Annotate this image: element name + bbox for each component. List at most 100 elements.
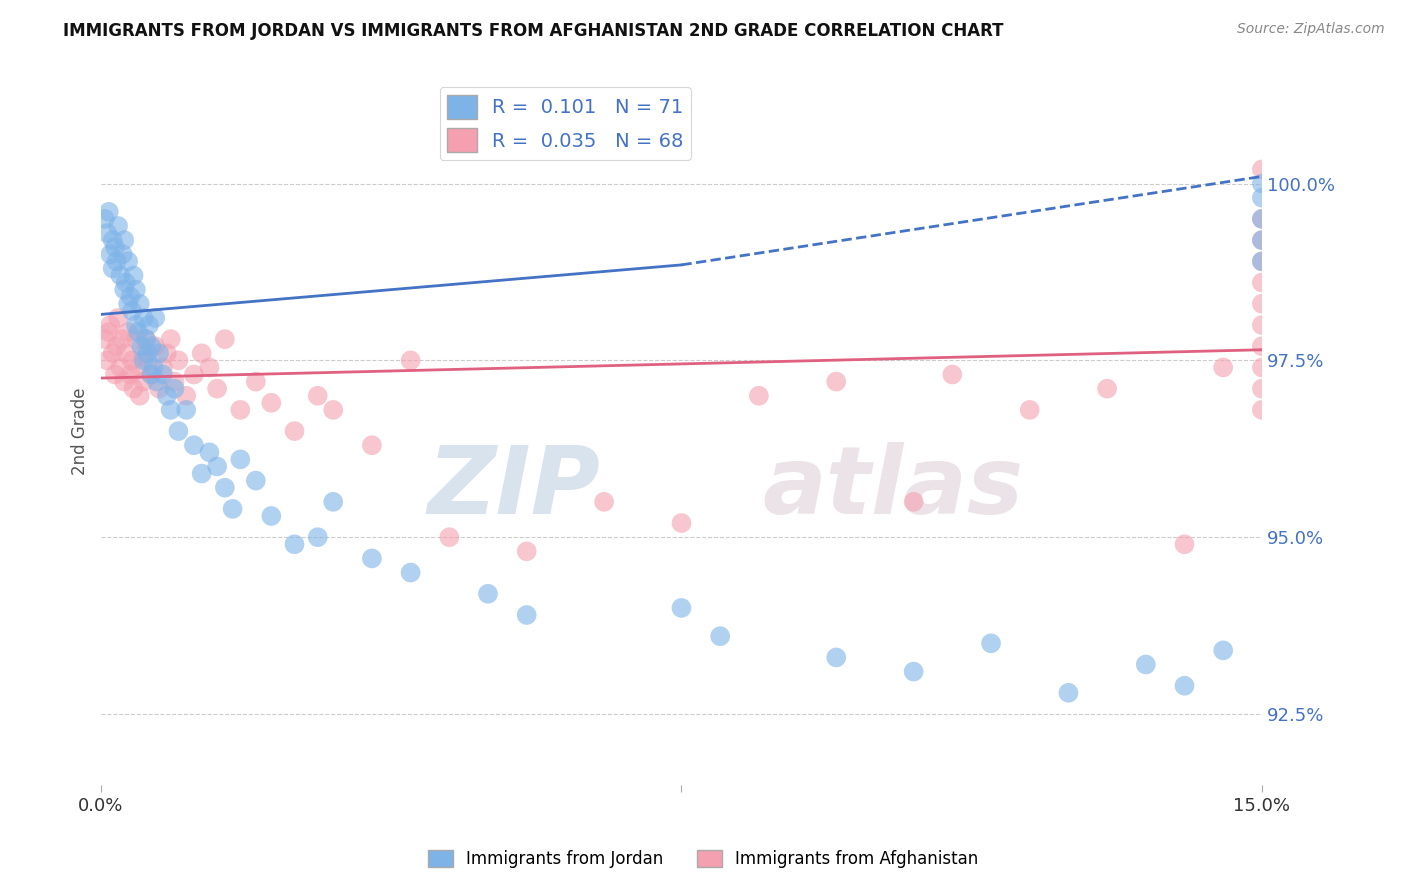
Point	[107, 310, 129, 325]
Point	[516, 544, 538, 558]
Point	[141, 339, 163, 353]
Point	[1251, 233, 1274, 247]
Point	[214, 332, 236, 346]
Point	[111, 332, 134, 346]
Point	[980, 636, 1002, 650]
Point	[111, 247, 134, 261]
Point	[1212, 360, 1234, 375]
Point	[145, 375, 167, 389]
Point	[229, 452, 252, 467]
Point	[117, 297, 139, 311]
Point	[1018, 403, 1040, 417]
Point	[1251, 339, 1274, 353]
Point	[125, 318, 148, 332]
Point	[190, 346, 212, 360]
Point	[132, 346, 155, 360]
Point	[98, 318, 121, 332]
Point	[122, 268, 145, 283]
Point	[307, 389, 329, 403]
Point	[245, 375, 267, 389]
Point	[117, 325, 139, 339]
Point	[322, 495, 344, 509]
Point	[132, 353, 155, 368]
Point	[1251, 254, 1274, 268]
Point	[1251, 191, 1274, 205]
Point	[104, 368, 127, 382]
Point	[167, 424, 190, 438]
Point	[1251, 162, 1274, 177]
Point	[142, 360, 165, 375]
Point	[1251, 297, 1274, 311]
Point	[114, 276, 136, 290]
Text: IMMIGRANTS FROM JORDAN VS IMMIGRANTS FROM AFGHANISTAN 2ND GRADE CORRELATION CHAR: IMMIGRANTS FROM JORDAN VS IMMIGRANTS FRO…	[63, 22, 1004, 40]
Point	[593, 495, 616, 509]
Point	[114, 346, 136, 360]
Point	[516, 607, 538, 622]
Point	[120, 290, 142, 304]
Point	[143, 310, 166, 325]
Point	[128, 389, 150, 403]
Point	[1251, 211, 1274, 226]
Point	[477, 587, 499, 601]
Point	[229, 403, 252, 417]
Point	[156, 389, 179, 403]
Point	[260, 396, 283, 410]
Point	[1251, 233, 1274, 247]
Point	[159, 403, 181, 417]
Point	[1251, 318, 1274, 332]
Point	[163, 382, 186, 396]
Point	[709, 629, 731, 643]
Point	[1057, 686, 1080, 700]
Point	[107, 219, 129, 233]
Point	[167, 353, 190, 368]
Point	[1251, 177, 1274, 191]
Text: Source: ZipAtlas.com: Source: ZipAtlas.com	[1237, 22, 1385, 37]
Text: ZIP: ZIP	[427, 442, 600, 533]
Point	[121, 353, 143, 368]
Point	[105, 339, 128, 353]
Point	[221, 502, 243, 516]
Point	[1135, 657, 1157, 672]
Point	[1251, 211, 1274, 226]
Point	[671, 516, 693, 530]
Point	[122, 382, 145, 396]
Point	[1251, 254, 1274, 268]
Point	[903, 665, 925, 679]
Point	[96, 353, 118, 368]
Point	[156, 346, 179, 360]
Point	[112, 375, 135, 389]
Point	[1251, 403, 1274, 417]
Point	[96, 226, 118, 240]
Point	[132, 375, 155, 389]
Point	[97, 325, 120, 339]
Point	[1212, 643, 1234, 657]
Point	[152, 368, 174, 382]
Point	[439, 530, 461, 544]
Point	[94, 332, 117, 346]
Point	[98, 247, 121, 261]
Point	[148, 346, 170, 360]
Point	[183, 438, 205, 452]
Point	[361, 551, 384, 566]
Point	[138, 318, 160, 332]
Point	[825, 375, 848, 389]
Point	[245, 474, 267, 488]
Point	[128, 297, 150, 311]
Point	[141, 368, 163, 382]
Point	[120, 368, 142, 382]
Point	[125, 332, 148, 346]
Point	[101, 261, 124, 276]
Point	[361, 438, 384, 452]
Point	[671, 601, 693, 615]
Point	[283, 537, 305, 551]
Y-axis label: 2nd Grade: 2nd Grade	[72, 387, 89, 475]
Point	[825, 650, 848, 665]
Point	[112, 233, 135, 247]
Point	[174, 403, 197, 417]
Point	[399, 353, 422, 368]
Point	[117, 254, 139, 268]
Point	[152, 360, 174, 375]
Point	[97, 204, 120, 219]
Point	[143, 339, 166, 353]
Point	[283, 424, 305, 438]
